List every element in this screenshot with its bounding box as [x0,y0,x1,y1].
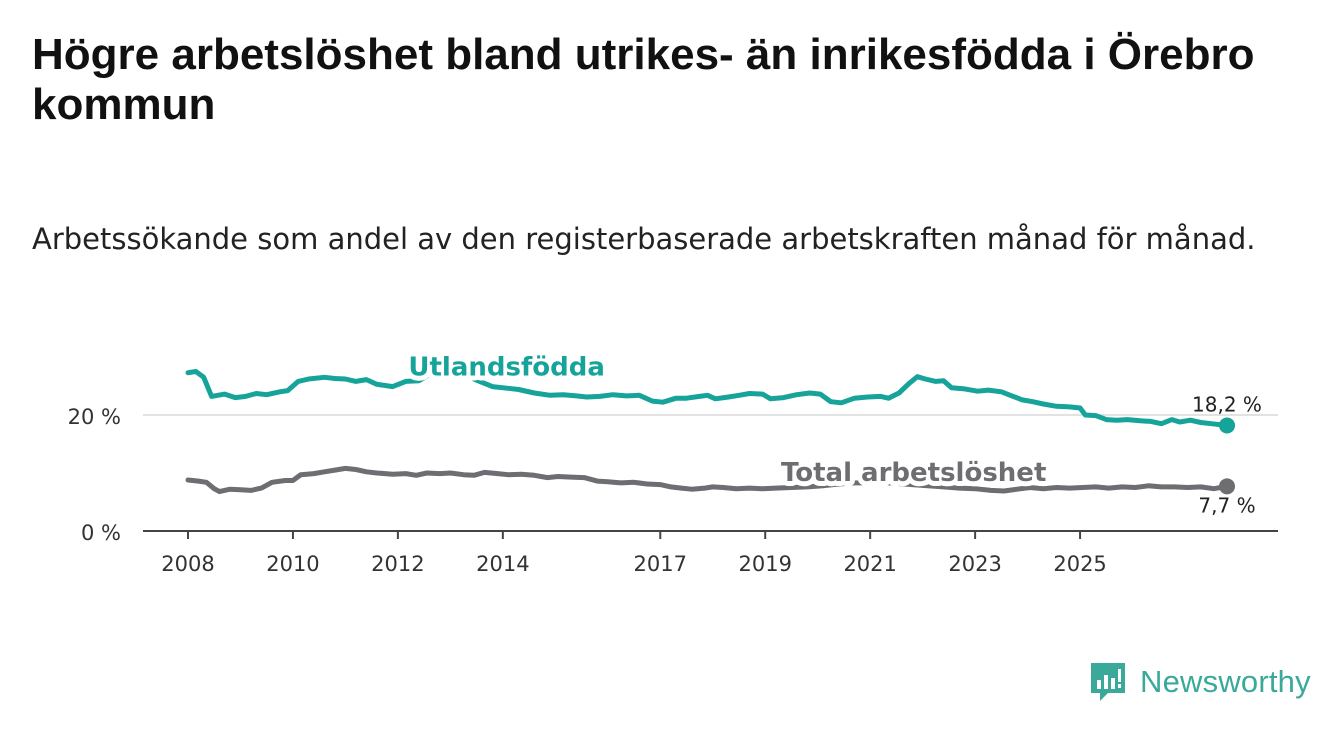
series-line-utlandsfodda [185,369,1230,428]
axis-layer: 0 % 20 % 2008 2010 2012 2014 2017 2019 2021 2023 2… [68,405,1278,576]
x-tick-label: 2021 [843,552,896,576]
x-tick-label: 2023 [948,552,1001,576]
x-tick-label: 2014 [476,552,529,576]
series-end-dot [1219,417,1235,434]
x-tick-label: 2019 [738,552,791,576]
y-tick-label: 20 % [68,405,121,429]
end-value-label: 18,2 % [1192,392,1262,416]
series-layer [185,369,1235,495]
chart-title: Högre arbetslöshet bland utrikes- än inr… [32,30,1255,129]
label-layer: 18,2 % Utlandsfödda 7,7 % Total arbetslöshe… [403,348,1262,518]
newsworthy-chart-logo-icon [1091,663,1125,701]
series-end-dot [1219,478,1235,495]
series-label: Total arbetslöshet [781,458,1046,488]
line-chart: 18,2 % Utlandsfödda 7,7 % Total arbetslöshe… [68,348,1278,576]
brand-name: Newsworthy [1140,664,1311,699]
y-tick-label: 0 % [81,521,121,545]
x-tick-label: 2008 [161,552,214,576]
x-tick-label: 2012 [371,552,424,576]
x-tick-label: 2010 [266,552,319,576]
x-tick-label: 2025 [1053,552,1106,576]
chart-subtitle: Arbetssökande som andel av den registerb… [32,222,1256,256]
newsworthy-brand: Newsworthy [1088,660,1311,704]
x-tick-label: 2017 [634,552,687,576]
end-value-label: 7,7 % [1198,493,1255,517]
series-label: Utlandsfödda [408,353,605,383]
series-line-total [185,465,1230,495]
